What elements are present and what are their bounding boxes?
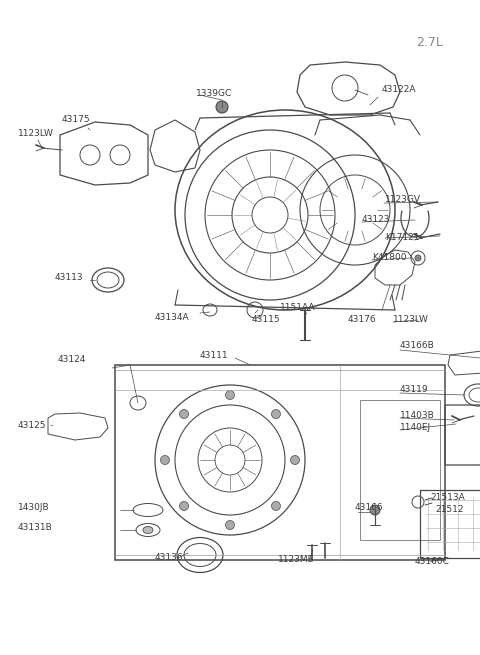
Circle shape	[415, 255, 421, 261]
Text: 1123GV: 1123GV	[385, 195, 421, 204]
Text: K17121: K17121	[385, 233, 420, 242]
Circle shape	[180, 409, 189, 419]
Circle shape	[226, 390, 235, 400]
Text: 43175: 43175	[62, 115, 91, 124]
Circle shape	[272, 409, 280, 419]
Text: 43119: 43119	[400, 386, 429, 394]
Text: 43122A: 43122A	[382, 86, 417, 94]
Text: 21513A: 21513A	[430, 493, 465, 502]
Circle shape	[290, 455, 300, 464]
Text: K41800: K41800	[372, 253, 407, 263]
Text: 43131B: 43131B	[18, 523, 53, 533]
Text: 43124: 43124	[58, 356, 86, 364]
Text: 43166: 43166	[355, 504, 384, 512]
Text: 43111: 43111	[200, 350, 228, 360]
Text: 1123LW: 1123LW	[393, 316, 429, 324]
Text: 43113: 43113	[55, 274, 84, 282]
Text: 43123: 43123	[362, 215, 391, 225]
Text: 43115: 43115	[252, 316, 281, 324]
Text: 2.7L: 2.7L	[417, 35, 444, 48]
Text: 1151AA: 1151AA	[280, 303, 315, 312]
Text: 21512: 21512	[435, 506, 464, 514]
Text: 1123ME: 1123ME	[278, 555, 314, 565]
Text: 43160C: 43160C	[415, 557, 450, 567]
Circle shape	[370, 505, 380, 515]
Text: 11403B: 11403B	[400, 411, 435, 419]
Text: 1430JB: 1430JB	[18, 502, 49, 512]
Text: 43176: 43176	[348, 316, 377, 324]
Circle shape	[272, 502, 280, 510]
Text: 1123LW: 1123LW	[18, 128, 54, 138]
Circle shape	[226, 521, 235, 529]
Ellipse shape	[143, 527, 153, 534]
Text: 43166B: 43166B	[400, 341, 435, 350]
Text: 43136: 43136	[155, 553, 184, 563]
Text: 43134A: 43134A	[155, 314, 190, 322]
Circle shape	[180, 502, 189, 510]
Circle shape	[216, 101, 228, 113]
Text: 1339GC: 1339GC	[196, 88, 232, 98]
Circle shape	[160, 455, 169, 464]
Text: 1140EJ: 1140EJ	[400, 424, 431, 432]
Text: 43125: 43125	[18, 421, 47, 430]
